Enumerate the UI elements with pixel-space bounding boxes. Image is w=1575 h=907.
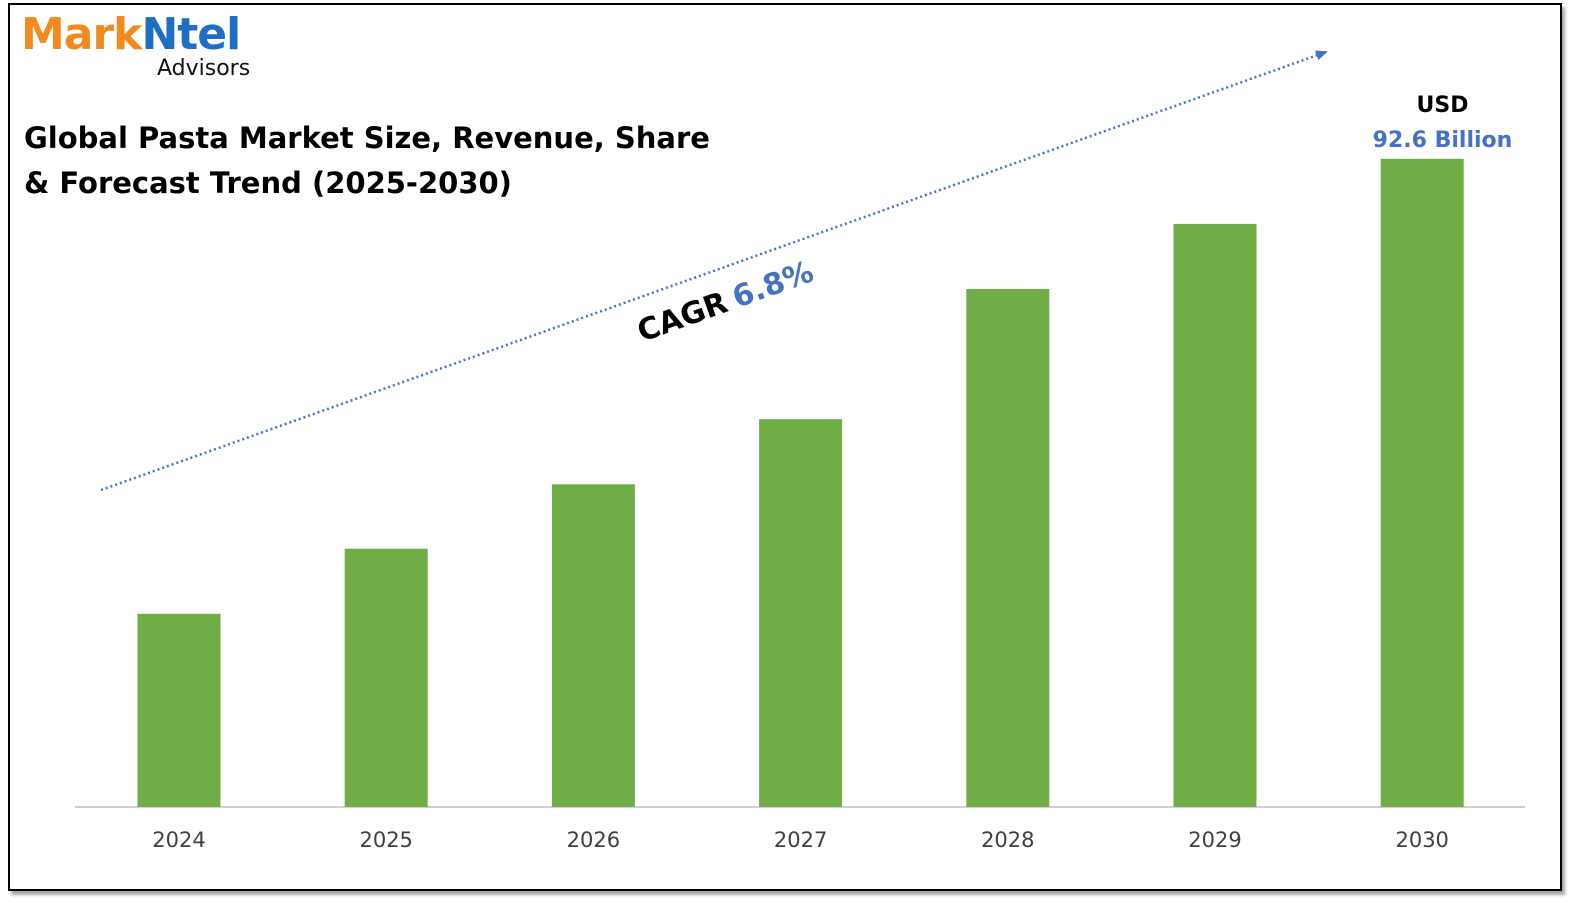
x-tick-2024: 2024	[152, 828, 205, 852]
bar-2026	[551, 484, 635, 807]
bar-2028	[966, 289, 1050, 807]
x-tick-2026: 2026	[567, 828, 620, 852]
final-value-callout: USD 92.6 Billion	[1360, 88, 1525, 158]
bar-2025	[344, 548, 428, 807]
bar-2029	[1173, 223, 1257, 807]
markntel-logo: MarkNtel Advisors	[21, 9, 250, 82]
bars-group	[137, 158, 1464, 808]
logo-part-mark: Mark	[21, 9, 142, 60]
cagr-trend-arrow	[100, 50, 1328, 492]
chart-title: Global Pasta Market Size, Revenue, Share…	[24, 121, 710, 200]
callout-unit: USD	[1416, 93, 1469, 118]
cagr-value: 6.8%	[728, 254, 818, 315]
cagr-annotation: CAGR6.8%	[633, 254, 818, 349]
logo-part-ntel: Ntel	[141, 9, 241, 60]
x-tick-2027: 2027	[774, 828, 827, 852]
x-tick-2028: 2028	[981, 828, 1034, 852]
bar-2024	[137, 613, 221, 807]
x-tick-2025: 2025	[359, 828, 412, 852]
x-tick-2029: 2029	[1188, 828, 1241, 852]
logo-wordmark: MarkNtel	[21, 9, 241, 60]
x-tick-labels: 2024 2025 2026 2027 2028 2029 2030	[152, 828, 1449, 852]
callout-value: 92.6 Billion	[1372, 128, 1513, 153]
bar-2027	[759, 419, 843, 807]
x-tick-2030: 2030	[1395, 828, 1448, 852]
logo-subtitle: Advisors	[157, 56, 251, 81]
bar-2030	[1380, 158, 1464, 808]
